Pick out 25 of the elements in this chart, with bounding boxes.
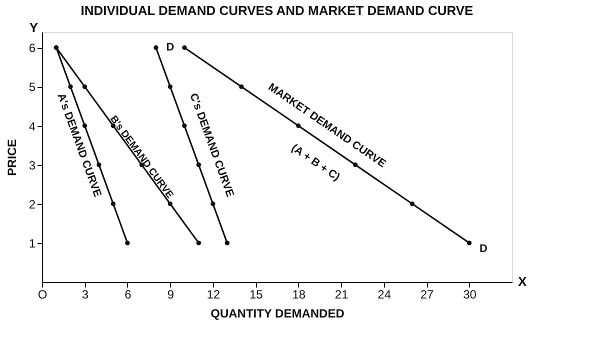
x-tick-label: 21 — [334, 288, 349, 302]
y-tick-label: 2 — [28, 197, 36, 212]
x-tick-label: 30 — [463, 288, 477, 302]
y-tick-label: 1 — [28, 236, 36, 250]
x-tick-label: 12 — [206, 288, 220, 302]
x-tick-label: 15 — [249, 288, 264, 302]
y-tick-label: 3 — [28, 158, 36, 172]
x-tick-label: 6 — [124, 288, 132, 302]
annotation: D — [166, 42, 174, 54]
y-tick-label: 6 — [28, 41, 36, 56]
x-tick-label: 3 — [82, 288, 89, 302]
x-axis-title: QUANTITY DEMANDED — [210, 306, 345, 320]
text: Y — [29, 20, 38, 35]
x-tick-label: 9 — [167, 288, 174, 302]
annotation: D — [480, 242, 488, 255]
y-tick-label: 4 — [28, 119, 36, 134]
x-tick-label: O — [38, 288, 48, 302]
annotation: (A + B + C) — [289, 142, 342, 184]
x-tick-label: 27 — [420, 288, 434, 302]
chart-title: INDIVIDUAL DEMAND CURVES AND MARKET DEMAND CURVE — [80, 3, 474, 18]
y-axis-title: PRICE — [4, 139, 19, 176]
y-tick-label: 5 — [28, 80, 36, 94]
x-tick-label: 18 — [292, 288, 306, 302]
x-tick-label: 24 — [378, 288, 392, 302]
text: X — [518, 274, 527, 289]
